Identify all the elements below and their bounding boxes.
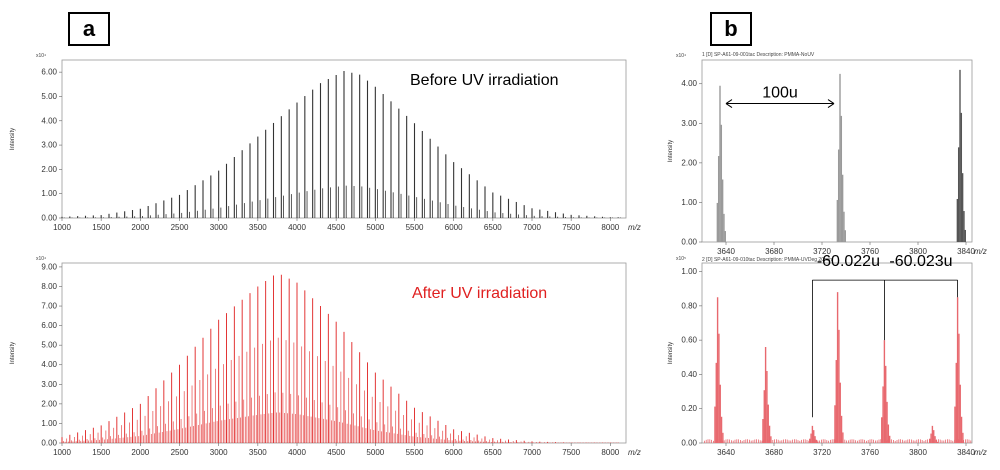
y-tick-label: 0.00	[41, 214, 57, 223]
y-tick-label: 2.00	[41, 165, 57, 174]
y-tick-label: 1.00	[681, 198, 697, 207]
x-tick-label: 5500	[406, 448, 424, 457]
y-axis-label: Intensity	[668, 342, 674, 364]
x-tick-label: 3680	[765, 247, 783, 256]
y-tick-label: 0.00	[41, 439, 57, 448]
x-tick-label: 6500	[484, 448, 502, 457]
x-tick-label: 8000	[601, 223, 619, 232]
x-tick-label: 2000	[131, 448, 149, 457]
x-tick-label: 4500	[327, 448, 345, 457]
x-tick-label: 6000	[445, 448, 463, 457]
y-tick-label: 0.40	[681, 370, 697, 379]
chart-before-uv: 0.00 1.00 2.00 3.00 4.00 5.00 6.00 1000 1500 2000…	[10, 53, 641, 232]
x-tick-label: 3720	[813, 247, 831, 256]
y-exponent: x10⁵	[676, 256, 686, 262]
y-tick-label: 0.60	[681, 336, 697, 345]
x-tick-label: 2500	[171, 223, 189, 232]
y-tick-label: 4.00	[41, 360, 57, 369]
y-exponent: x10⁴	[36, 53, 46, 59]
x-tick-label: 4000	[288, 448, 306, 457]
annotation-label: -60.023u	[889, 253, 952, 270]
y-tick-label: 4.00	[41, 116, 57, 125]
y-tick-label: 2.00	[681, 158, 697, 167]
x-tick-label: 3720	[813, 448, 831, 457]
y-tick-label: 3.00	[41, 141, 57, 150]
x-tick-label: 3640	[717, 448, 735, 457]
x-tick-label: 7000	[523, 223, 541, 232]
x-tick-label: 3800	[909, 448, 927, 457]
spectrum-header: 2 [D] SP-A61-09-010tac Description: PMMA…	[702, 257, 832, 263]
y-tick-label: 1.00	[681, 267, 697, 276]
x-tick-label: 3640	[717, 247, 735, 256]
x-tick-label: 7500	[562, 448, 580, 457]
x-tick-label: 5000	[366, 223, 384, 232]
y-tick-label: 5.00	[41, 92, 57, 101]
y-axis-label: Intensity	[668, 140, 674, 162]
x-tick-label: 5000	[366, 448, 384, 457]
x-tick-label: 3680	[765, 448, 783, 457]
y-tick-label: 5.00	[41, 341, 57, 350]
x-tick-label: 2500	[171, 448, 189, 457]
y-tick-label: 0.80	[681, 301, 697, 310]
x-tick-label: 5500	[406, 223, 424, 232]
annotation-label: -60.022u	[817, 253, 880, 270]
x-tick-label: 7000	[523, 448, 541, 457]
x-tick-label: 6000	[445, 223, 463, 232]
x-tick-label: 1500	[92, 448, 110, 457]
y-tick-label: 6.00	[41, 321, 57, 330]
y-tick-label: 1.00	[41, 189, 57, 198]
y-tick-label: 0.00	[681, 439, 697, 448]
x-tick-label: 3760	[861, 448, 879, 457]
y-axis-label: Intensity	[10, 342, 16, 364]
y-tick-label: 3.00	[41, 380, 57, 389]
chart-after-uv: 0.00 1.00 2.00 3.00 4.00 5.00 6.00 7.00 8.00 9.00…	[10, 256, 641, 457]
y-tick-label: 7.00	[41, 302, 57, 311]
y-exponent: x10⁴	[676, 53, 686, 59]
x-tick-label: 6500	[484, 223, 502, 232]
chart-zoom-before-uv: 0.00 1.00 2.00 3.00 4.00 3640 3680 3720 3760 3800…	[668, 52, 987, 256]
x-axis-label: m/z	[974, 247, 987, 256]
arrowhead	[725, 99, 733, 108]
y-tick-label: 9.00	[41, 262, 57, 271]
y-exponent: x10⁴	[36, 256, 46, 262]
chart-zoom-after-uv: 0.00 0.20 0.40 0.60 0.80 1.00 3640 3680 3720 3760…	[668, 253, 987, 457]
x-tick-label: 3840	[957, 448, 975, 457]
x-tick-label: 7500	[562, 223, 580, 232]
x-tick-label: 1000	[53, 448, 71, 457]
x-tick-label: 3840	[957, 247, 975, 256]
x-tick-label: 4500	[327, 223, 345, 232]
arrowhead	[827, 99, 835, 108]
y-tick-label: 1.00	[41, 419, 57, 428]
annotation-label: 100u	[762, 85, 798, 102]
x-tick-label: 1500	[92, 223, 110, 232]
y-tick-label: 0.20	[681, 404, 697, 413]
y-tick-label: 0.00	[681, 238, 697, 247]
chart-title: Before UV irradiation	[410, 72, 559, 89]
y-tick-label: 8.00	[41, 282, 57, 291]
x-tick-label: 4000	[288, 223, 306, 232]
y-tick-label: 6.00	[41, 68, 57, 77]
x-axis-label: m/z	[628, 448, 641, 457]
x-tick-label: 2000	[131, 223, 149, 232]
x-tick-label: 1000	[53, 223, 71, 232]
x-tick-label: 8000	[601, 448, 619, 457]
x-tick-label: 3500	[249, 448, 267, 457]
x-tick-label: 3000	[210, 448, 228, 457]
y-tick-label: 2.00	[41, 399, 57, 408]
panel-label-b: b	[710, 12, 752, 46]
x-tick-label: 3000	[210, 223, 228, 232]
x-tick-label: 3760	[861, 247, 879, 256]
y-axis-label: Intensity	[10, 128, 16, 150]
spectrum-header: 1 [D] SP-A61-09-001tac Description: PMMA…	[702, 52, 815, 58]
chart-title: After UV irradiation	[412, 285, 547, 302]
x-axis-label: m/z	[628, 223, 641, 232]
x-axis-label: m/z	[974, 448, 987, 457]
y-tick-label: 3.00	[681, 119, 697, 128]
x-tick-label: 3800	[909, 247, 927, 256]
panel-label-a: a	[68, 12, 110, 46]
x-tick-label: 3500	[249, 223, 267, 232]
y-tick-label: 4.00	[681, 79, 697, 88]
